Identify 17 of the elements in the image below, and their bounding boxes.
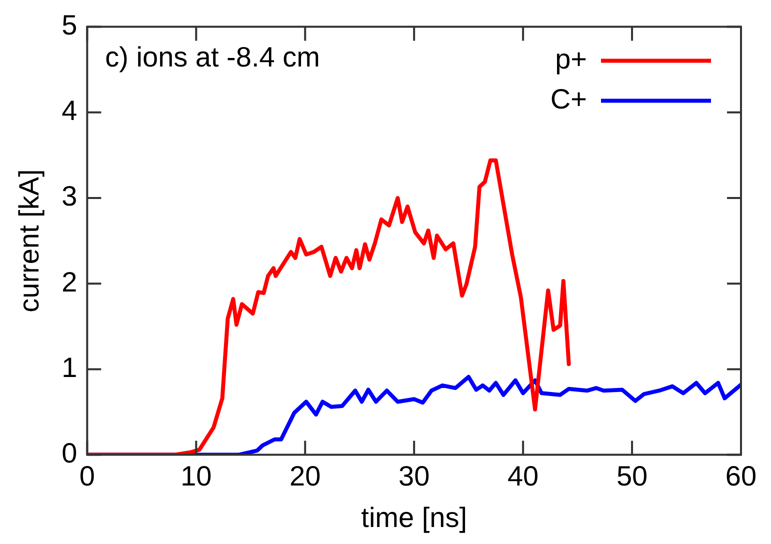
y-tick-label: 2 [62,266,78,298]
x-tick-label: 50 [616,460,648,492]
y-tick-label: 3 [62,180,78,212]
y-axis-title: current [kA] [14,169,45,312]
x-tick-label: 10 [180,460,212,492]
y-tick-label: 1 [62,352,78,383]
y-tick-label: 0 [62,438,78,469]
x-tick-label: 60 [725,460,757,492]
legend-label: C+ [550,84,587,115]
x-tick-label: 30 [398,460,430,492]
x-tick-label: 40 [507,460,539,492]
x-axis-title: time [ns] [361,502,467,533]
annotation: c) ions at -8.4 cm [105,42,320,73]
y-tick-label: 4 [62,95,78,126]
y-tick-label: 5 [62,10,78,41]
x-tick-label: 20 [290,460,321,492]
legend-label: p+ [555,44,587,75]
